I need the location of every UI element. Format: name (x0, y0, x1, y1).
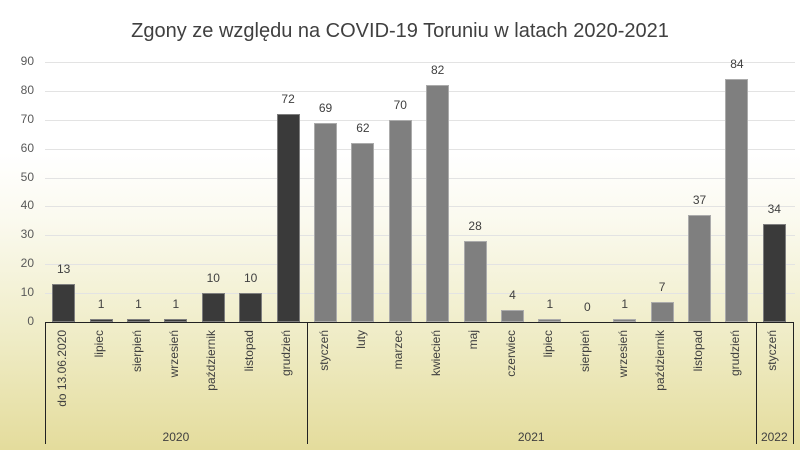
group-divider (45, 322, 46, 444)
bar (762, 223, 786, 322)
group-divider (793, 322, 794, 444)
y-tick-label: 70 (20, 111, 34, 126)
bar (201, 293, 225, 322)
y-tick-label: 0 (27, 314, 34, 328)
bar (538, 319, 562, 322)
x-tick-label: listopad (690, 330, 705, 372)
bar (426, 85, 450, 322)
data-label: 1 (172, 297, 180, 312)
x-tick-label: sierpień (578, 330, 593, 373)
x-tick-label: lipiec (92, 330, 107, 358)
data-label: 1 (97, 297, 105, 312)
x-tick-label: lipiec (540, 330, 555, 358)
y-tick-label: 50 (20, 169, 34, 184)
bar (650, 301, 674, 322)
x-tick-label: kwiecień (428, 330, 443, 377)
data-label: 82 (431, 63, 445, 78)
data-label: 1 (135, 297, 142, 312)
bar (388, 119, 412, 322)
bar (463, 241, 487, 322)
x-tick-label: styczeń (765, 330, 780, 371)
data-label: 37 (692, 193, 707, 208)
x-tick-label: do 13.06.2020 (54, 330, 69, 407)
y-tick-label: 80 (20, 82, 34, 97)
data-label: 10 (244, 271, 258, 286)
gridline (45, 119, 795, 121)
group-label: 2021 (517, 430, 545, 444)
x-tick-label: maj (466, 330, 481, 350)
x-tick-label: sierpień (129, 330, 144, 373)
x-tick-label: styczeń (316, 330, 331, 371)
bar (127, 319, 150, 322)
data-label: 10 (206, 271, 220, 286)
bar (613, 319, 637, 322)
bar (276, 114, 300, 322)
gridline (45, 177, 795, 179)
x-tick-label: marzec (391, 330, 406, 370)
bar (239, 293, 263, 322)
data-label: 70 (393, 97, 407, 112)
bar (688, 215, 711, 322)
x-tick-label: wrzesień (615, 330, 630, 378)
x-tick-label: listopad (241, 330, 256, 372)
gridline (45, 264, 795, 266)
group-label: 2022 (760, 430, 788, 444)
group-divider (755, 322, 757, 444)
gridline (45, 148, 795, 150)
data-label: 84 (730, 57, 744, 72)
x-tick-label: październik (204, 330, 219, 391)
data-label: 62 (356, 120, 370, 135)
x-tick-label: luty (353, 330, 368, 349)
data-label: 0 (583, 300, 591, 314)
y-tick-label: 90 (20, 54, 34, 68)
data-label: 4 (509, 288, 516, 303)
y-tick-label: 30 (20, 227, 34, 242)
gridline (45, 90, 795, 92)
y-tick-label: 60 (20, 140, 34, 155)
group-divider (306, 322, 308, 444)
x-tick-label: październik (653, 330, 668, 391)
gridline (45, 62, 795, 63)
bar (52, 284, 76, 322)
x-tick-label: grudzień (727, 330, 742, 377)
data-label: 1 (621, 297, 629, 312)
data-label: 1 (546, 297, 554, 312)
x-tick-label: wrzesień (166, 330, 181, 378)
y-tick-label: 40 (20, 198, 34, 213)
y-tick-label: 20 (20, 256, 34, 271)
x-tick-label: grudzień (279, 330, 294, 377)
data-label: 28 (468, 219, 482, 234)
bar (351, 142, 375, 322)
x-tick-label: czerwiec (503, 330, 518, 377)
data-label: 7 (658, 279, 666, 294)
data-label: 34 (767, 201, 781, 216)
bar (314, 122, 337, 322)
bar (725, 79, 749, 322)
gridline (45, 235, 795, 237)
gridline (45, 206, 795, 208)
data-label: 69 (318, 100, 333, 115)
bar (164, 319, 188, 322)
y-tick-label: 10 (20, 285, 34, 300)
bar (501, 310, 524, 322)
x-axis-line (45, 322, 793, 323)
group-label: 2020 (162, 430, 190, 444)
data-label: 72 (281, 92, 295, 106)
gridline (45, 293, 795, 295)
bar (89, 319, 113, 322)
chart-title: Zgony ze względu na COVID-19 Toruniu w l… (131, 20, 669, 42)
data-label: 13 (57, 262, 71, 277)
